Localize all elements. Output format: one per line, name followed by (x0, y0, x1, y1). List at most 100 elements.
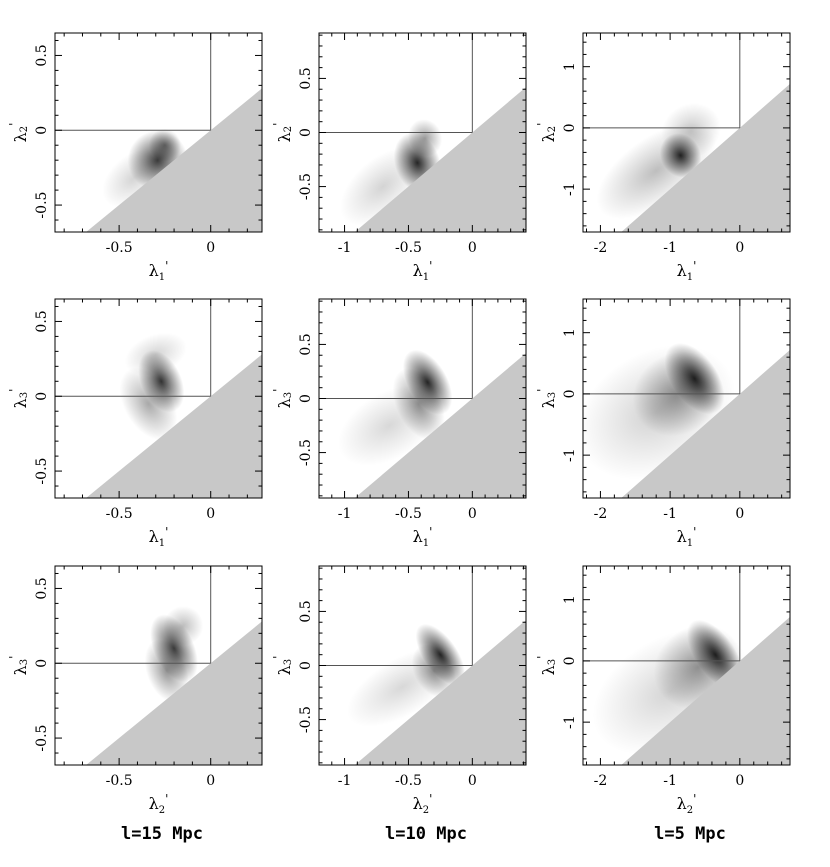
panel-r0-c0-xtick-label-0: -0.5 (106, 240, 133, 256)
column-caption-l10: l=10 Mpc (385, 824, 467, 844)
panel-r0-c1-excluded-region (354, 87, 526, 232)
panel-r0-c1-ytick-label-2: 0.5 (298, 67, 314, 89)
panel-r0-c2: -2 -1 0 -1 0 1 λ1' λ2' (535, 32, 791, 283)
panel-r0-c2-excluded-region (621, 83, 790, 232)
panel-r2-c0-ylabel: λ3' (7, 656, 30, 676)
panel-r2-c2-ytick-label-1: 0 (562, 656, 578, 665)
panel-r2-c2-plot-area (583, 566, 790, 765)
panel-r0-c0-ytick-label-0: -0.5 (34, 192, 50, 219)
panel-r1-c1-excluded-region (354, 353, 526, 498)
panel-r1-c0-xlabel: λ1' (149, 525, 169, 549)
panel-r1-c1-density-blob-2 (337, 385, 441, 466)
panel-r1-c2-frame (582, 298, 791, 499)
panel-r0-c1-plot-area (319, 33, 526, 232)
panel-r1-c1-xlabel: λ1' (413, 525, 433, 549)
panel-r1-c2-ylabel: λ3' (535, 389, 558, 409)
panel-r0-c1-density-blob-2 (340, 147, 426, 226)
panel-r0-c0-ytick-label-1: 0 (34, 126, 50, 135)
panel-r1-c2-ytick-label-2: 1 (562, 328, 578, 337)
panel-r2-c1-xtick-label-2: 0 (468, 773, 477, 789)
panel-r2-c1-excluded-region (354, 620, 526, 765)
panel-r1-c1-ytick-label-1: 0 (298, 394, 314, 403)
panel-r2-c1-plot-area (319, 566, 526, 765)
panel-r1-c1-xtick-label-0: -1 (338, 506, 352, 522)
panel-r2-c0-xtick-label-0: -0.5 (106, 773, 133, 789)
panel-r0-c2-ytick-label-0: -1 (562, 182, 578, 196)
panel-r0-c1-xtick-label-1: -0.5 (395, 240, 422, 256)
panel-r1-c1-ylabel: λ3' (271, 389, 294, 409)
panel-r2-c0-plot-area (55, 566, 262, 765)
panel-r0-c1-ylabel: λ2' (271, 123, 294, 143)
panel-r1-c0-density-blob-2 (124, 332, 187, 376)
panel-r2-c2-xtick-label-2: 0 (735, 773, 744, 789)
panel-r2-c1-xtick-label-0: -1 (338, 773, 352, 789)
panel-r1-c2-xlabel: λ1' (677, 525, 697, 549)
panel-r0-c0-plot-area (55, 33, 262, 232)
panel-r0-c2-ytick-label-1: 0 (562, 123, 578, 132)
panel-r2-c2-excluded-region (621, 616, 790, 765)
panel-r1-c0-ytick-label-0: -0.5 (34, 458, 50, 485)
panel-r1-c1-plot-area (319, 299, 526, 498)
panel-r1-c2-ytick-label-1: 0 (562, 389, 578, 398)
panel-r1-c0-excluded-region (86, 354, 262, 498)
panel-r1-c0-xtick-label-0: -0.5 (106, 506, 133, 522)
panel-r1-c2-plot-area (583, 299, 790, 498)
panel-r2-c2-ytick-label-0: -1 (562, 715, 578, 729)
panel-r2-c2: -2 -1 0 -1 0 1 λ2' λ3' (535, 565, 791, 816)
panel-r0-c1-xtick-label-0: -1 (338, 240, 352, 256)
panel-r2-c0-excluded-region (86, 621, 262, 765)
panel-r1-c2-excluded-region (621, 349, 790, 498)
panel-r1-c0-density-blob-1 (119, 367, 178, 441)
panel-r2-c2-ytick-label-2: 1 (562, 595, 578, 604)
panel-r1-c2-xtick-label-0: -2 (594, 506, 608, 522)
panel-r2-c2-xtick-label-1: -1 (663, 773, 677, 789)
panel-r2-c1-density-blob-2 (346, 647, 458, 727)
panel-r1-c1-xtick-label-1: -0.5 (395, 506, 422, 522)
panel-r0-c0-xtick-label-1: 0 (206, 240, 215, 256)
panel-r0-c2-frame (582, 32, 791, 233)
panel-r2-c0-density-blob-1 (144, 639, 189, 703)
panel-r0-c1-xtick-label-2: 0 (468, 240, 477, 256)
panel-r0-c2-xtick-label-0: -2 (594, 240, 608, 256)
panel-r0-c2-ylabel: λ2' (535, 123, 558, 143)
panel-r2-c0-ytick-label-1: 0 (34, 659, 50, 668)
panel-r0-c0-frame (54, 32, 263, 233)
panel-r0-c2-ytick-label-2: 1 (562, 62, 578, 71)
panel-r0-c2-density-blob-2 (661, 103, 721, 159)
panel-r1-c2-ytick-label-0: -1 (562, 448, 578, 462)
panel-r2-c0-xtick-label-1: 0 (206, 773, 215, 789)
panel-r2-c1-ytick-label-2: 0.5 (298, 600, 314, 622)
panel-r2-c0-frame (54, 565, 263, 766)
panel-r2-c1: -1 -0.5 0 -0.5 0 0.5 λ2' λ3' (271, 565, 527, 816)
panel-r0-c0-excluded-region (86, 88, 262, 232)
panel-r1-c0-ytick-label-2: 0.5 (34, 310, 50, 332)
panel-r1-c1-xtick-label-2: 0 (468, 506, 477, 522)
panel-r2-c0-density-blob-2 (163, 606, 204, 646)
column-caption-l5: l=5 Mpc (654, 824, 726, 844)
panel-r0-c2-plot-area (583, 33, 790, 232)
panel-r2-c0-ytick-label-0: -0.5 (34, 725, 50, 752)
panel-r2-c1-ytick-label-0: -0.5 (298, 706, 314, 733)
panel-r1-c0-xtick-label-1: 0 (206, 506, 215, 522)
panel-r0-c2-xtick-label-1: -1 (663, 240, 677, 256)
panel-r1-c2: -2 -1 0 -1 0 1 λ1' λ3' (535, 298, 791, 549)
panel-r0-c0: -0.5 0 -0.5 0 0.5 λ1' λ2' (7, 32, 263, 283)
panel-r0-c0-ylabel: λ2' (7, 123, 30, 143)
panel-r0-c0-xlabel: λ1' (149, 259, 169, 283)
panel-r1-c0-frame (54, 298, 263, 499)
panel-r1-c2-xtick-label-2: 0 (735, 506, 744, 522)
panel-r1-c0-ylabel: λ3' (7, 389, 30, 409)
panel-r2-c0-ytick-label-2: 0.5 (34, 577, 50, 599)
panel-r0-c1-density-blob-1 (407, 119, 443, 157)
panel-r0-c0-ytick-label-2: 0.5 (34, 44, 50, 66)
column-caption-l15: l=15 Mpc (121, 824, 203, 844)
panel-r0-c1-xlabel: λ1' (413, 259, 433, 283)
panel-r2-c0: -0.5 0 -0.5 0 0.5 λ2' λ3' (7, 565, 263, 816)
panel-r0-c2-xlabel: λ1' (677, 259, 697, 283)
panel-r1-c2-xtick-label-1: -1 (663, 506, 677, 522)
panel-r2-c1-xtick-label-1: -0.5 (395, 773, 422, 789)
panel-r1-c0: -0.5 0 -0.5 0 0.5 λ1' λ3' (7, 298, 263, 549)
panel-r1-c1: -1 -0.5 0 -0.5 0 0.5 λ1' λ3' (271, 298, 527, 549)
panel-r0-c1-ytick-label-0: -0.5 (298, 173, 314, 200)
